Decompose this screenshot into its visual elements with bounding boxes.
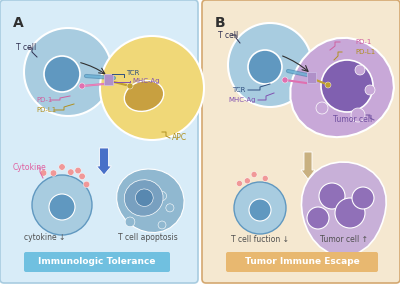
Text: MHC-Ag: MHC-Ag xyxy=(228,97,256,103)
Text: PD-L1: PD-L1 xyxy=(36,107,56,113)
Polygon shape xyxy=(117,169,184,233)
Polygon shape xyxy=(125,217,135,227)
Circle shape xyxy=(100,36,204,140)
Circle shape xyxy=(127,83,133,89)
FancyArrow shape xyxy=(96,148,112,175)
Circle shape xyxy=(244,178,250,184)
Circle shape xyxy=(351,108,365,122)
Circle shape xyxy=(321,60,373,112)
Text: Tumor cell: Tumor cell xyxy=(333,116,372,124)
Circle shape xyxy=(365,85,375,95)
Circle shape xyxy=(44,56,80,92)
Circle shape xyxy=(352,187,374,209)
Text: T cell: T cell xyxy=(218,30,238,39)
Circle shape xyxy=(59,164,65,170)
FancyBboxPatch shape xyxy=(308,72,316,83)
Circle shape xyxy=(75,167,81,174)
Text: Cytokine: Cytokine xyxy=(13,164,47,172)
Circle shape xyxy=(282,77,288,83)
Text: cytokine ↓: cytokine ↓ xyxy=(24,233,66,243)
Circle shape xyxy=(68,169,74,175)
Polygon shape xyxy=(158,221,166,229)
Circle shape xyxy=(262,176,268,181)
Circle shape xyxy=(83,181,90,188)
FancyBboxPatch shape xyxy=(226,252,378,272)
Polygon shape xyxy=(124,180,163,216)
FancyBboxPatch shape xyxy=(202,0,400,283)
Text: MHC-Ag: MHC-Ag xyxy=(132,78,160,84)
Text: Tumor Immune Escape: Tumor Immune Escape xyxy=(245,258,359,266)
FancyArrow shape xyxy=(301,152,315,179)
Circle shape xyxy=(49,194,75,220)
Circle shape xyxy=(316,102,328,114)
Text: T cell apoptosis: T cell apoptosis xyxy=(118,233,178,243)
Text: PD-1: PD-1 xyxy=(355,39,371,45)
Polygon shape xyxy=(166,204,174,212)
Circle shape xyxy=(50,170,57,176)
Circle shape xyxy=(251,172,257,178)
Circle shape xyxy=(319,183,345,209)
Polygon shape xyxy=(136,189,153,206)
Text: TCR: TCR xyxy=(126,70,139,76)
Circle shape xyxy=(234,182,286,234)
Text: Immunologic Tolerance: Immunologic Tolerance xyxy=(38,258,156,266)
Polygon shape xyxy=(157,191,167,201)
Text: TCR: TCR xyxy=(232,87,245,93)
Circle shape xyxy=(32,175,92,235)
Circle shape xyxy=(325,82,331,88)
Circle shape xyxy=(355,65,365,75)
Text: PD-1: PD-1 xyxy=(36,97,52,103)
Polygon shape xyxy=(302,162,386,256)
Circle shape xyxy=(40,170,47,176)
Text: B: B xyxy=(215,16,226,30)
Circle shape xyxy=(236,181,242,187)
Ellipse shape xyxy=(124,81,164,111)
Circle shape xyxy=(249,199,271,221)
Text: APC: APC xyxy=(172,133,187,143)
FancyBboxPatch shape xyxy=(104,74,114,85)
Circle shape xyxy=(24,28,112,116)
Circle shape xyxy=(248,50,282,84)
Text: Tumor cell ↑: Tumor cell ↑ xyxy=(320,235,368,245)
Text: A: A xyxy=(13,16,24,30)
Circle shape xyxy=(228,23,312,107)
Text: T cell fuction ↓: T cell fuction ↓ xyxy=(231,235,289,245)
Text: T cell: T cell xyxy=(16,43,36,53)
Circle shape xyxy=(79,83,85,89)
Polygon shape xyxy=(290,38,394,137)
FancyBboxPatch shape xyxy=(0,0,198,283)
Circle shape xyxy=(335,198,365,228)
Circle shape xyxy=(307,207,329,229)
Text: PD-L1: PD-L1 xyxy=(355,49,375,55)
FancyBboxPatch shape xyxy=(24,252,170,272)
Circle shape xyxy=(79,173,85,179)
